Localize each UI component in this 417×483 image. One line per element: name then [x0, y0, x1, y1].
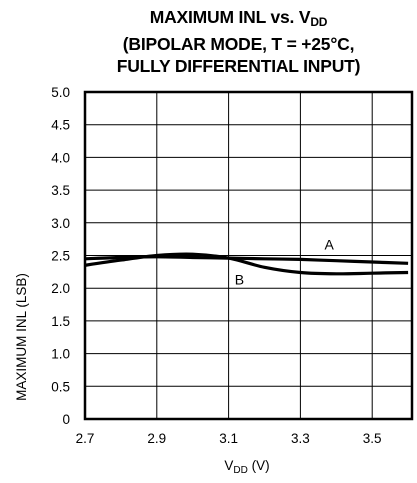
y-tick-label: 2.5 [51, 249, 70, 264]
series-b-line [84, 252, 409, 276]
data-curves [84, 252, 409, 276]
title-line-3: FULLY DIFFERENTIAL INPUT) [116, 56, 361, 76]
y-tick-label: 0 [62, 412, 70, 427]
y-tick-label: 4.0 [51, 150, 70, 165]
y-axis-label: MAXIMUM INL (LSB) [14, 273, 29, 401]
chart-title: MAXIMUM INL vs. VDD (BIPOLAR MODE, T = +… [60, 6, 417, 77]
y-tick-label: 0.5 [51, 379, 70, 394]
grid-lines [85, 92, 412, 419]
y-tick-label: 3.5 [51, 183, 70, 198]
curve-label-b: B [235, 271, 244, 287]
x-tick-labels: 2.7 2.9 3.1 3.3 3.5 [76, 431, 382, 446]
x-tick-label: 3.5 [363, 431, 382, 446]
title-line-1: MAXIMUM INL vs. VDD [149, 7, 328, 29]
x-axis-label: VDD (V) [224, 458, 269, 476]
title-subscript: DD [310, 15, 328, 29]
x-tick-label: 2.7 [76, 431, 95, 446]
plot-frame [83, 90, 414, 421]
y-tick-label: 5.0 [51, 85, 70, 100]
y-tick-label: 4.5 [51, 118, 70, 133]
x-tick-label: 3.3 [291, 431, 310, 446]
y-tick-label: 3.0 [51, 216, 70, 231]
y-tick-label: 1.0 [51, 347, 70, 362]
x-tick-label: 2.9 [147, 431, 166, 446]
curve-annotations: AB [235, 237, 335, 288]
y-tick-label: 2.0 [51, 281, 70, 296]
y-tick-label: 1.5 [51, 314, 70, 329]
y-tick-labels: 0 0.5 1.0 1.5 2.0 2.5 3.0 3.5 4.0 4.5 5.0 [51, 85, 70, 427]
x-tick-label: 3.1 [219, 431, 238, 446]
curve-label-a: A [324, 237, 334, 253]
title-line-2: (BIPOLAR MODE, T = +25°C, [122, 34, 355, 54]
